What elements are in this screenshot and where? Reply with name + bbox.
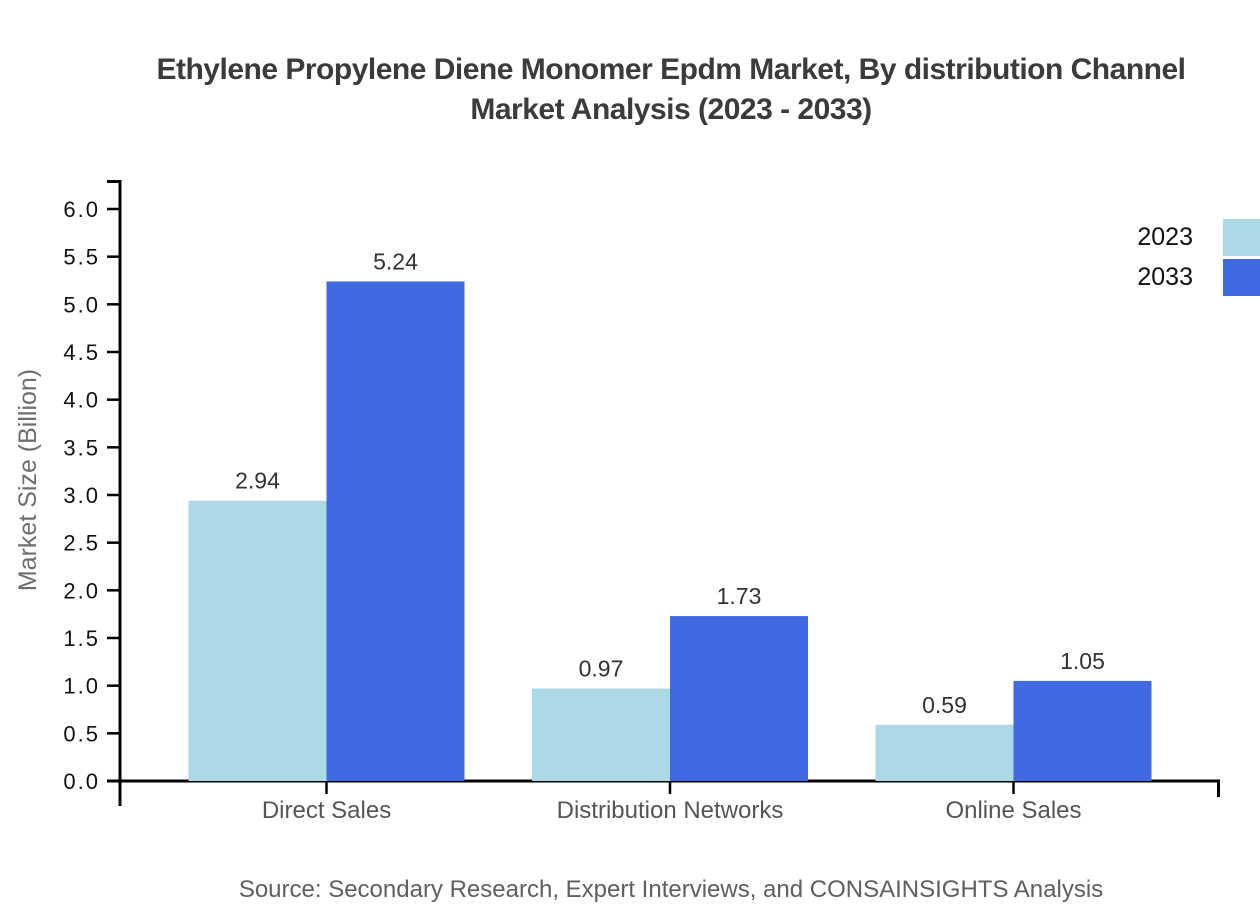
y-tick-label: 3.0 bbox=[63, 483, 100, 508]
y-tick-label: 1.0 bbox=[63, 674, 100, 699]
legend-label-2033: 2033 bbox=[1137, 262, 1193, 291]
bar-2023-direct-sales bbox=[188, 500, 327, 781]
bar-2023-online-sales bbox=[875, 724, 1014, 781]
category-label-distribution-networks: Distribution Networks bbox=[557, 797, 784, 824]
legend-item-2023: 2023 bbox=[1137, 218, 1260, 256]
y-tick-label: 5.5 bbox=[63, 245, 100, 270]
value-label-2033-distribution-networks: 1.73 bbox=[717, 583, 762, 609]
y-tick-label: 2.5 bbox=[63, 531, 100, 556]
y-tick-label: 5.0 bbox=[63, 292, 100, 317]
category-label-direct-sales: Direct Sales bbox=[262, 797, 391, 824]
value-label-2023-online-sales: 0.59 bbox=[922, 692, 967, 718]
y-axis-title: Market Size (Billion) bbox=[14, 369, 42, 591]
y-tick-label: 6.0 bbox=[63, 197, 100, 222]
bar-2023-distribution-networks bbox=[532, 688, 670, 781]
bar-2033-distribution-networks bbox=[670, 616, 808, 781]
legend-swatch-2033 bbox=[1223, 258, 1260, 296]
value-label-2023-distribution-networks: 0.97 bbox=[579, 656, 624, 682]
y-tick-label: 1.5 bbox=[63, 626, 100, 651]
chart-title-line-2: Market Analysis (2023 - 2033) bbox=[470, 93, 872, 126]
y-tick-label: 3.5 bbox=[63, 435, 100, 460]
y-tick-label: 4.5 bbox=[63, 340, 100, 365]
category-label-online-sales: Online Sales bbox=[945, 797, 1081, 824]
bar-2033-online-sales bbox=[1013, 680, 1152, 781]
chart-title-line-1: Ethylene Propylene Diene Monomer Epdm Ma… bbox=[156, 53, 1186, 86]
y-tick-label: 0.0 bbox=[63, 769, 100, 794]
y-tick-label: 2.0 bbox=[63, 578, 100, 603]
legend-label-2023: 2023 bbox=[1137, 222, 1193, 251]
bar-2033-direct-sales bbox=[326, 281, 465, 781]
value-label-2033-direct-sales: 5.24 bbox=[373, 248, 418, 274]
source-attribution: Source: Secondary Research, Expert Inter… bbox=[238, 876, 1104, 903]
legend-item-2033: 2033 bbox=[1137, 258, 1260, 296]
y-tick-label: 4.0 bbox=[63, 388, 100, 413]
y-tick-label: 0.5 bbox=[63, 721, 100, 746]
value-label-2033-online-sales: 1.05 bbox=[1060, 648, 1105, 674]
value-label-2023-direct-sales: 2.94 bbox=[235, 468, 280, 494]
chart-legend: 2023 2033 bbox=[1137, 218, 1260, 296]
legend-swatch-2023 bbox=[1223, 218, 1260, 256]
chart-title: Ethylene Propylene Diene Monomer Epdm Ma… bbox=[82, 50, 1260, 130]
